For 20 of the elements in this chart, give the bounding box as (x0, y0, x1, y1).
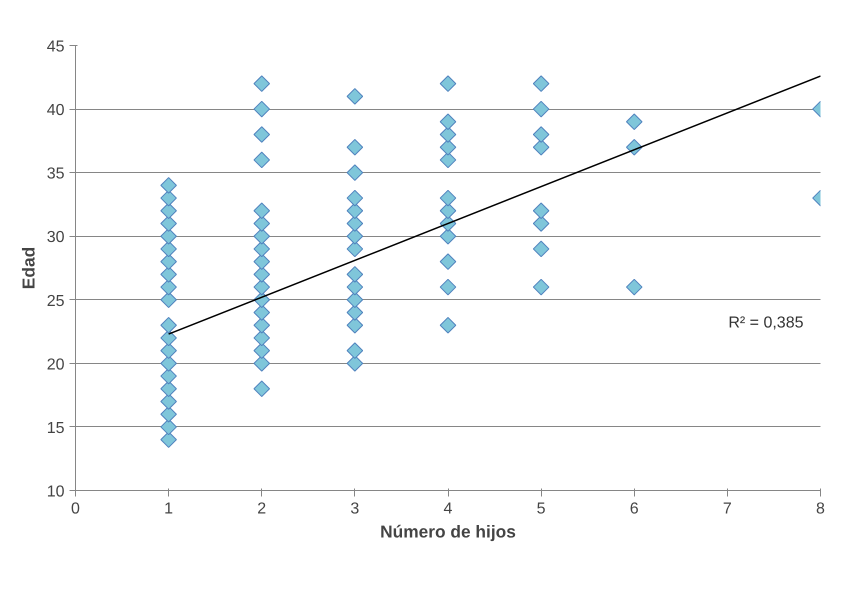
x-tick-label: 1 (164, 500, 174, 518)
y-tick-label: 45 (46, 38, 65, 56)
x-tick-label: 5 (536, 500, 546, 518)
y-tick-label: 25 (46, 292, 65, 310)
x-tick-label: 0 (71, 500, 80, 518)
y-tick-label: 10 (46, 484, 65, 500)
y-axis-title: Edad (18, 246, 39, 290)
x-axis-title: Número de hijos (380, 522, 516, 542)
y-tick-label: 35 (46, 166, 65, 183)
x-tick-label: 3 (350, 500, 360, 518)
y-tick-label: 15 (46, 420, 65, 437)
annotation: R² = 0,385 (728, 314, 804, 332)
y-tick-label: 20 (46, 356, 65, 374)
x-tick-label: 6 (630, 500, 639, 518)
y-tick-label: 30 (46, 229, 65, 246)
y-tick-label: 40 (46, 102, 65, 120)
x-tick-label: 2 (257, 500, 266, 518)
x-tick-label: 7 (722, 500, 732, 518)
x-tick-label: 8 (816, 500, 826, 518)
x-tick-label: 4 (444, 500, 453, 518)
